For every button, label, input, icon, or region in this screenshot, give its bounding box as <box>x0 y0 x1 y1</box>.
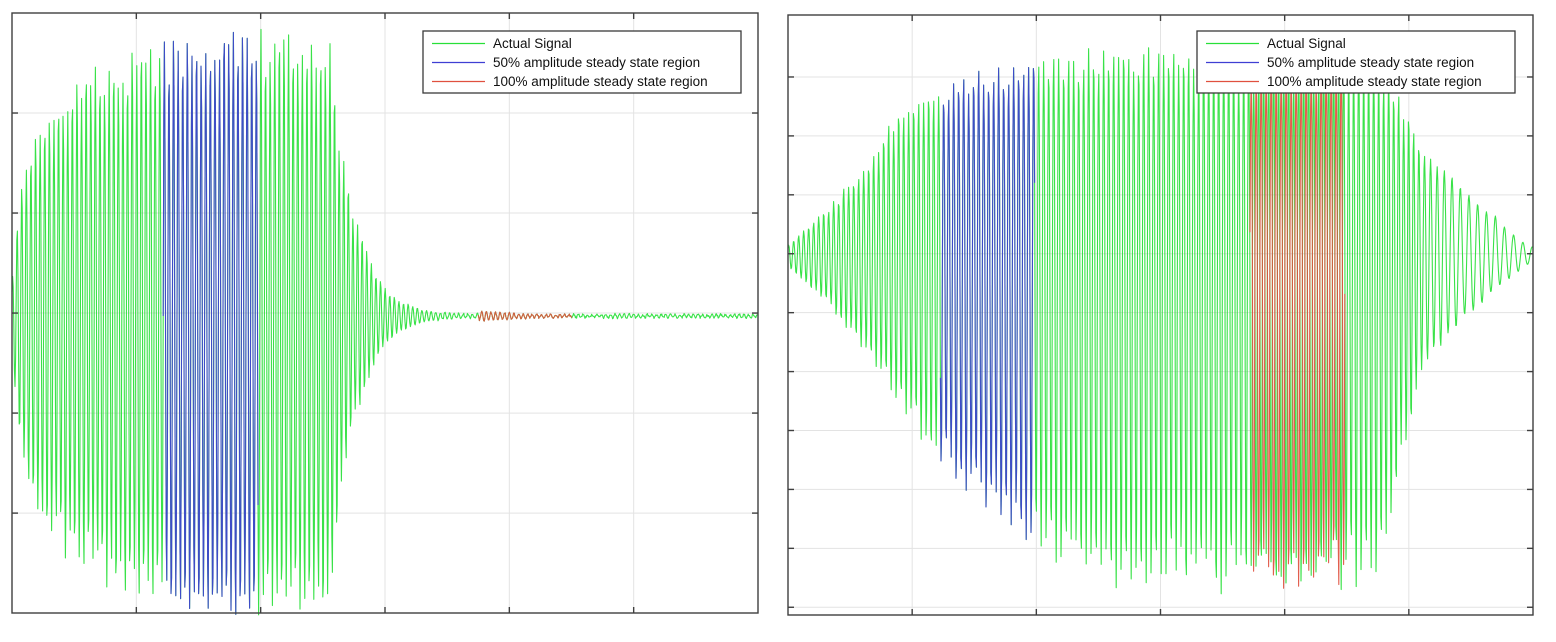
left-plot-legend: Actual Signal 50% amplitude steady state… <box>422 30 742 94</box>
right-plot-legend: Actual Signal 50% amplitude steady state… <box>1196 30 1516 94</box>
right-legend-label-100pct-region: 100% amplitude steady state region <box>1267 74 1482 89</box>
right-plot: Actual Signal 50% amplitude steady state… <box>787 14 1534 616</box>
left-plot-signal <box>11 28 759 616</box>
right-legend-label-actual-signal: Actual Signal <box>1267 36 1346 51</box>
right-plot-ticks <box>788 15 1533 615</box>
actual-signal-path <box>787 47 1533 595</box>
full-amplitude-region-path <box>477 310 573 322</box>
left-legend-label-100pct-region: 100% amplitude steady state region <box>493 74 708 89</box>
left-plot-border <box>11 12 759 614</box>
left-plot: Actual Signal 50% amplitude steady state… <box>11 12 759 616</box>
left-legend-label-50pct-region: 50% amplitude steady state region <box>493 55 700 70</box>
left-legend-label-actual-signal: Actual Signal <box>493 36 572 51</box>
left-plot-grid <box>12 13 758 613</box>
half-amplitude-region-path <box>162 31 259 615</box>
left-plot-ticks <box>12 13 758 613</box>
half-amplitude-region-path <box>939 66 1036 541</box>
actual-signal-path <box>11 28 759 616</box>
right-legend-label-50pct-region: 50% amplitude steady state region <box>1267 55 1474 70</box>
right-plot-border <box>787 14 1534 616</box>
